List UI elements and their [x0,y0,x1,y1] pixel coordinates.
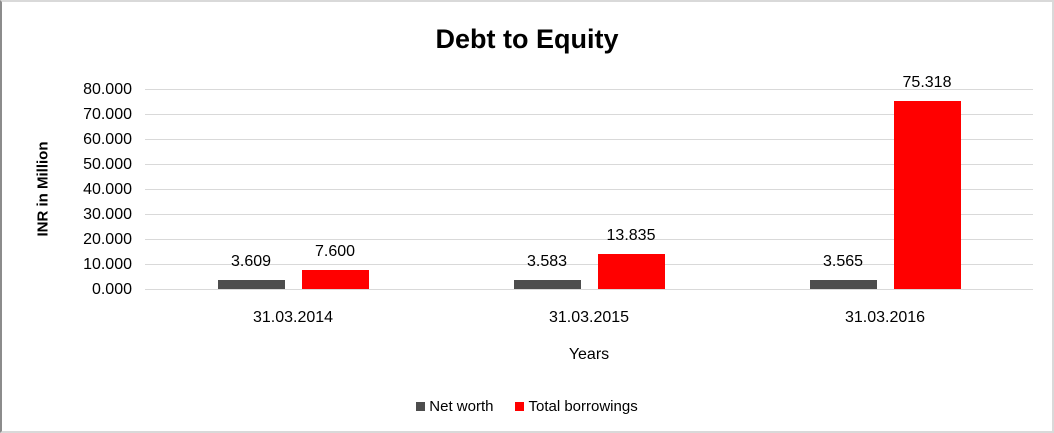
legend-item-net-worth: Net worth [416,398,493,415]
y-tick-label: 80.000 [83,81,132,98]
bar-total-borrowings [301,270,369,289]
gridline [145,238,1033,240]
x-category-label: 31.03.2014 [252,309,334,326]
legend-label: Net worth [429,398,494,415]
gridline [145,138,1033,140]
y-tick-label: 60.000 [83,131,132,148]
y-tick-label: 70.000 [83,106,132,123]
bar-total-borrowings [893,100,961,289]
y-tick-label: 0.000 [91,281,132,298]
y-tick-label: 50.000 [83,156,132,173]
data-label: 7.600 [314,243,356,260]
y-tick-label: 10.000 [83,256,132,273]
legend: Net worth Total borrowings [2,398,1052,415]
data-label: 75.318 [902,73,952,91]
data-label: 3.583 [526,253,568,271]
y-tick-label: 30.000 [83,206,132,223]
gridline [145,88,1033,90]
bar-net-worth [809,280,877,289]
y-tick-label: 40.000 [83,181,132,198]
x-axis-title: Years [568,346,610,363]
data-label: 3.565 [822,253,864,271]
gridline [145,263,1033,265]
data-label: 13.835 [606,227,656,245]
data-label: 3.609 [230,252,272,270]
gridline [145,188,1033,190]
gridline [145,113,1033,115]
y-tick-label: 20.000 [83,231,132,248]
legend-item-total-borrowings: Total borrowings [515,398,638,415]
gridline [145,213,1033,215]
bar-net-worth [513,280,581,289]
legend-swatch-icon [416,402,426,411]
chart-title: Debt to Equity [435,24,619,54]
bar-net-worth [217,279,285,289]
x-category-label: 31.03.2015 [548,309,630,326]
legend-swatch-icon [515,402,525,411]
legend-label: Total borrowings [528,398,638,415]
gridline [145,163,1033,165]
bar-total-borrowings [597,254,665,289]
x-category-label: 31.03.2016 [844,309,926,326]
gridline [145,288,1033,290]
